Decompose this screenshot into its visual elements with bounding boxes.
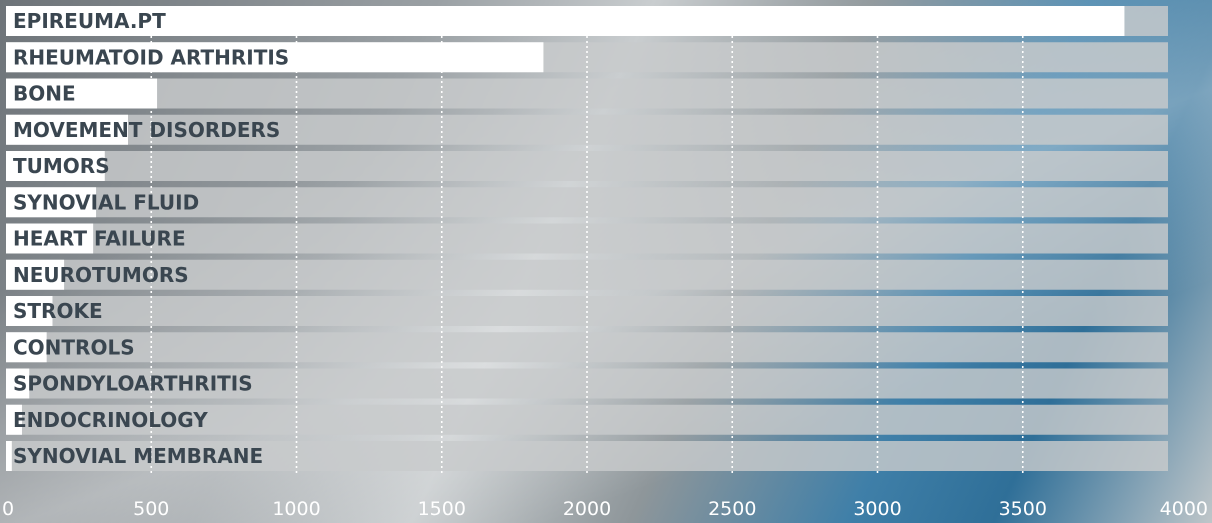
category-label-bone: BONE	[13, 82, 76, 106]
bar-track-bone	[6, 78, 1168, 109]
category-label-epireuma-pt: EPIREUMA.PT	[13, 9, 166, 33]
bar-synovial-membrane	[6, 441, 12, 471]
category-label-tumors: TUMORS	[13, 154, 110, 178]
bar-movement-disorders	[6, 114, 129, 145]
bar-controls	[6, 332, 47, 363]
bar-tumors	[6, 151, 105, 181]
bar-bone	[6, 78, 158, 109]
bar-spondyloarthritis	[6, 368, 30, 399]
x-tick-label-1000: 1000	[272, 498, 320, 520]
bar-rheumatoid-arthritis	[6, 42, 544, 73]
category-label-synovial-fluid: SYNOVIAL FLUID	[13, 190, 199, 214]
x-tick-label-3000: 3000	[853, 498, 901, 520]
x-axis-ticks: 0 500 1000 1500 2000 2500 3000 3500 4000	[2, 498, 1208, 520]
bar-endocrinology	[6, 404, 22, 435]
category-label-rheumatoid-arthritis: RHEUMATOID ARTHRITIS	[13, 45, 289, 69]
bar-track-spondyloarthritis	[6, 368, 1168, 399]
bar-stroke	[6, 296, 53, 326]
bars	[6, 6, 1125, 471]
x-tick-label-2000: 2000	[563, 498, 611, 520]
category-label-heart-failure: HEART FAILURE	[13, 227, 186, 251]
category-label-neurotumors: NEUROTUMORS	[13, 263, 189, 287]
bar-neurotumors	[6, 259, 65, 290]
x-tick-label-3500: 3500	[999, 498, 1047, 520]
x-tick-label-1500: 1500	[418, 498, 466, 520]
category-label-stroke: STROKE	[13, 299, 103, 323]
bar-track-endocrinology	[6, 404, 1168, 435]
bar-track-heart-failure	[6, 223, 1168, 254]
x-tick-label-0: 0	[2, 498, 14, 520]
bar-epireuma-pt	[6, 6, 1125, 36]
category-label-movement-disorders: MOVEMENT DISORDERS	[13, 118, 280, 142]
x-tick-label-500: 500	[133, 498, 169, 520]
x-tick-label-4000: 4000	[1160, 498, 1208, 520]
bar-track-neurotumors	[6, 259, 1168, 290]
x-tick-label-2500: 2500	[708, 498, 756, 520]
bar-track-movement-disorders	[6, 114, 1168, 145]
bar-heart-failure	[6, 223, 94, 254]
category-label-spondyloarthritis: SPONDYLOARTHRITIS	[13, 372, 253, 396]
category-label-endocrinology: ENDOCRINOLOGY	[13, 408, 208, 432]
category-label-controls: CONTROLS	[13, 335, 135, 359]
category-labels: EPIREUMA.PT RHEUMATOID ARTHRITIS BONE MOVEM…	[13, 9, 289, 468]
category-label-synovial-membrane: SYNOVIAL MEMBRANE	[13, 444, 263, 468]
bar-synovial-fluid	[6, 187, 97, 218]
